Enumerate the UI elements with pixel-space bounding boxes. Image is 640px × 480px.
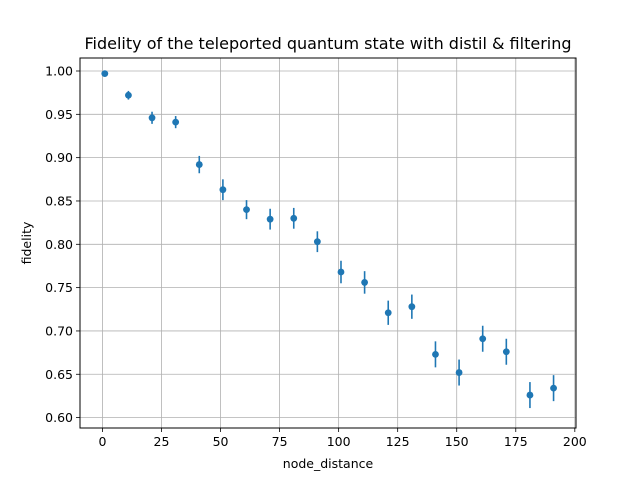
data-point: [408, 303, 416, 311]
y-tick-label: 0.85: [45, 193, 73, 208]
data-point: [384, 309, 392, 317]
x-tick-label: 75: [272, 434, 288, 449]
y-tick-label: 0.65: [45, 367, 73, 382]
data-point: [148, 114, 156, 122]
data-point: [172, 118, 180, 126]
x-tick-label: 100: [327, 434, 351, 449]
x-tick-label: 50: [213, 434, 229, 449]
y-tick-label: 0.95: [45, 107, 73, 122]
axes-frame: [79, 57, 577, 429]
data-point: [101, 70, 109, 77]
data-point: [432, 350, 439, 358]
x-tick-label: 200: [563, 434, 587, 449]
data-point: [337, 268, 345, 276]
data-point: [502, 348, 510, 356]
y-tick-label: 0.75: [45, 280, 73, 295]
data-point: [479, 335, 487, 343]
x-tick-label: 150: [445, 434, 469, 449]
data-point: [219, 186, 227, 194]
chart-title: Fidelity of the teleported quantum state…: [84, 34, 571, 53]
data-point: [526, 391, 534, 399]
y-tick-label: 0.80: [45, 237, 73, 252]
data-point: [361, 279, 369, 286]
data-point: [290, 214, 298, 222]
x-tick-label: 125: [386, 434, 410, 449]
data-points: [101, 70, 557, 409]
y-axis-label: fidelity: [19, 221, 34, 264]
x-tick-label: 0: [98, 434, 106, 449]
data-point: [125, 91, 132, 99]
y-tick-label: 0.60: [45, 410, 73, 425]
data-point: [550, 384, 557, 392]
x-tick-label: 25: [154, 434, 170, 449]
grid: [80, 58, 576, 428]
x-axis-label: node_distance: [283, 456, 374, 471]
axis-ticks: 0 25 50 75 100 125 150 175 200 0.60 0.65 0.70 0.75 0.…: [45, 63, 587, 449]
data-point: [455, 369, 463, 376]
x-tick-label: 175: [504, 434, 528, 449]
data-point: [195, 161, 203, 168]
y-tick-label: 0.90: [45, 150, 73, 165]
y-tick-label: 1.00: [45, 63, 73, 78]
y-tick-label: 0.70: [45, 323, 73, 338]
data-point: [243, 206, 250, 214]
data-point: [313, 238, 321, 246]
data-point: [266, 215, 274, 223]
